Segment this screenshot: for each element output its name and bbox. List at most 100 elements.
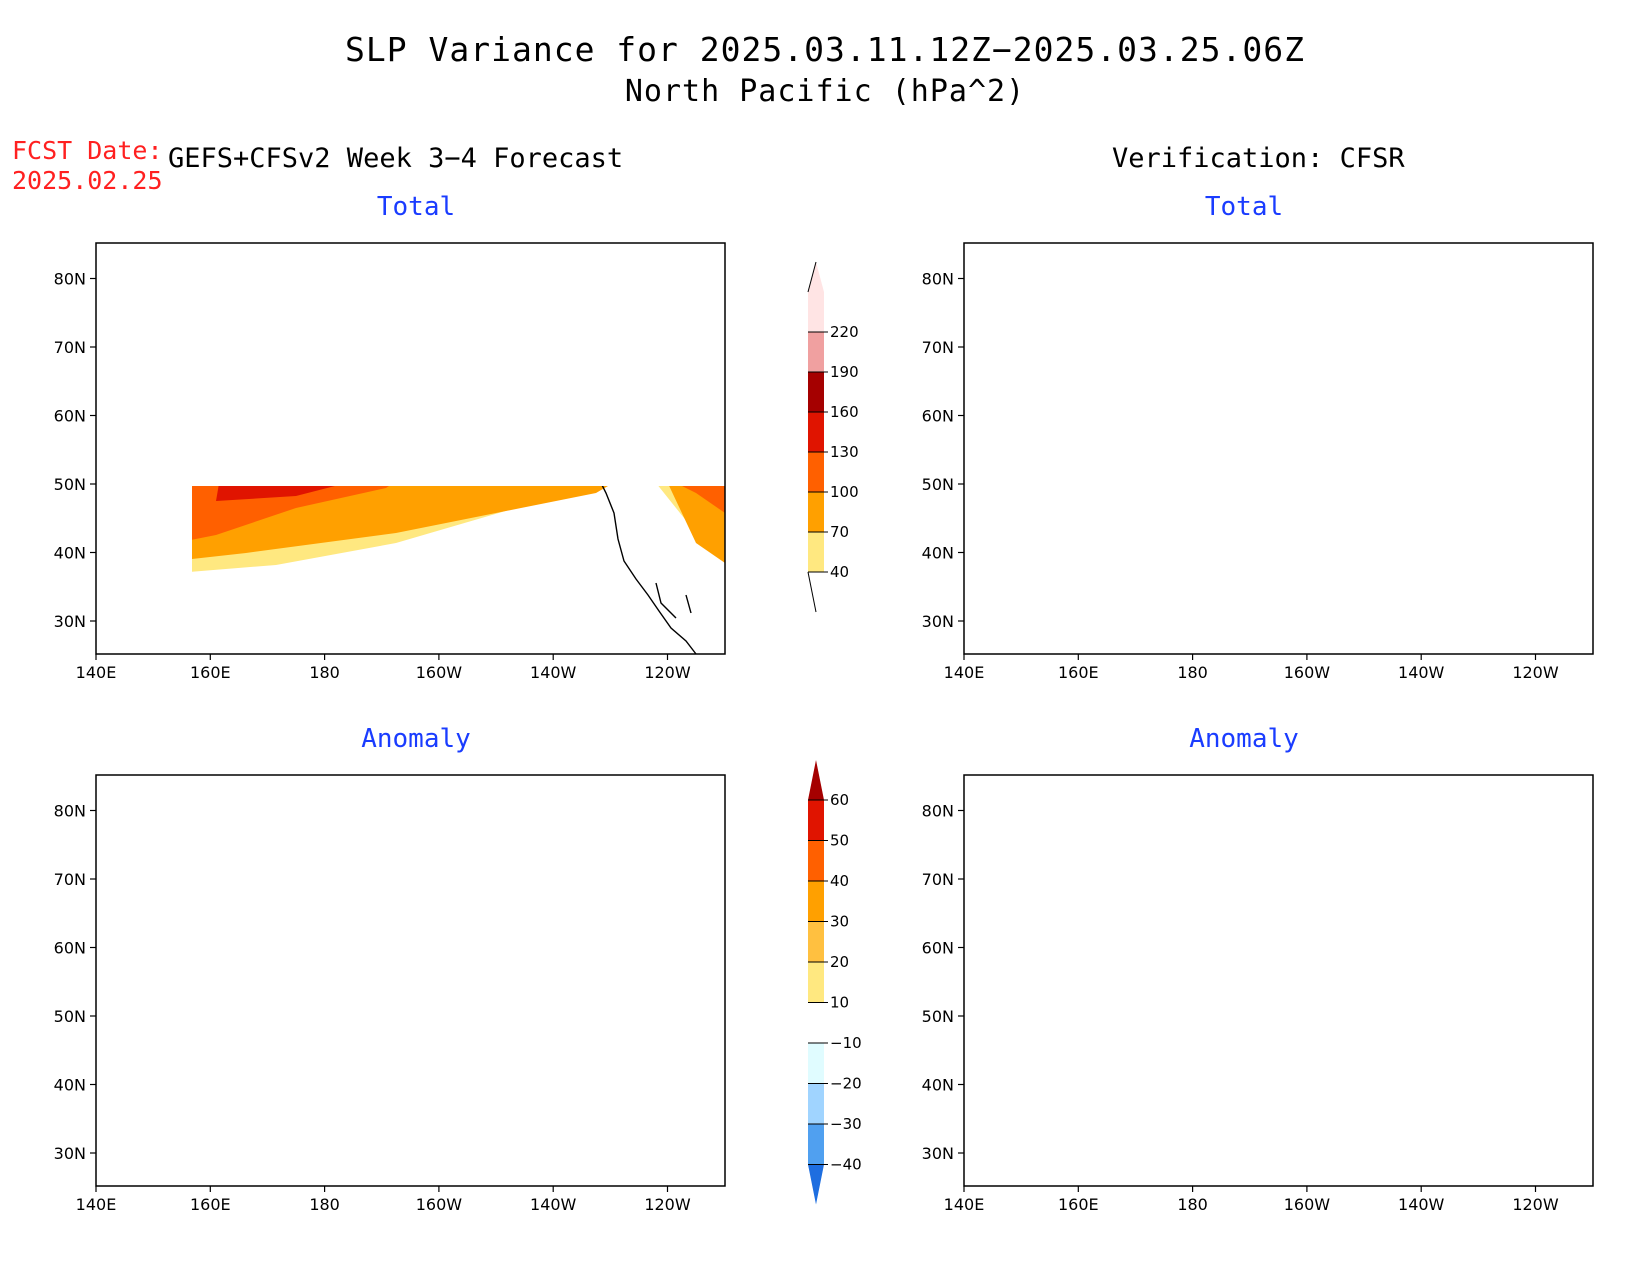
colorbar-label: 60: [830, 791, 849, 809]
lon-tick-label: 120W: [644, 1195, 691, 1214]
verification-anomaly-map: [964, 775, 1593, 1186]
colorbar-bottom-cap: [808, 572, 824, 612]
lon-tick-label: 180: [1177, 1195, 1208, 1214]
lat-tick-label: 50N: [54, 475, 86, 494]
colorbar-segment: [808, 1083, 824, 1124]
colorbar-segment: [808, 292, 824, 332]
colorbar-label: 20: [830, 953, 849, 971]
lat-tick-label: 50N: [922, 475, 954, 494]
lat-tick-label: 30N: [54, 612, 86, 631]
colorbar-segment: [808, 962, 824, 1003]
colorbar-label: −10: [830, 1034, 862, 1052]
colorbar-top-cap-edge: [807, 261, 817, 293]
colorbar-bottom-cap: [808, 1164, 824, 1205]
lon-tick-label: 140W: [530, 1195, 577, 1214]
colorbar-label: 70: [830, 523, 849, 541]
lat-tick-label: 40N: [922, 1076, 954, 1095]
colorbar-label: 40: [830, 872, 849, 890]
lat-tick-label: 80N: [922, 270, 954, 289]
colorbar-segment: [808, 372, 824, 412]
colorbar-label: 10: [830, 994, 849, 1012]
lon-tick-label: 140E: [944, 663, 985, 682]
lon-tick-label: 180: [309, 1195, 340, 1214]
lon-tick-label: 140W: [530, 663, 577, 682]
lon-tick-label: 180: [1177, 663, 1208, 682]
lon-tick-label: 160W: [1284, 1195, 1331, 1214]
lon-tick-label: 160W: [1284, 663, 1331, 682]
forecast-anomaly-map: [96, 775, 725, 1186]
total-colorbar: 40 70 100 130 160 190 220: [807, 261, 859, 613]
colorbar-segment: [808, 532, 824, 572]
forecast-total-title: Total: [376, 192, 456, 222]
colorbar-top-cap: [808, 262, 824, 292]
verification-total-title: Total: [1204, 192, 1284, 222]
lat-tick-label: 60N: [54, 939, 86, 958]
forecast-date-label: FCST Date:: [12, 136, 163, 165]
colorbar-segment: [808, 412, 824, 452]
lat-tick-label: 30N: [922, 612, 954, 631]
colorbar-bottom-cap-edge: [807, 571, 817, 613]
colorbar-label: −20: [830, 1075, 862, 1093]
anomaly-colorbar: 60 50 40 30 20 10 −10 −20 −30 −40: [808, 760, 862, 1205]
forecast-total-map: [192, 486, 726, 655]
colorbar-label: 30: [830, 913, 849, 931]
colorbar-label: 50: [830, 832, 849, 850]
lon-tick-label: 160W: [416, 1195, 463, 1214]
lon-tick-label: 160E: [1058, 1195, 1099, 1214]
lon-tick-label: 160E: [190, 663, 231, 682]
colorbar-segment: [808, 492, 824, 532]
lat-tick-label: 80N: [54, 270, 86, 289]
lat-tick-label: 80N: [922, 802, 954, 821]
lat-tick-label: 70N: [54, 338, 86, 357]
lon-tick-label: 120W: [1512, 1195, 1559, 1214]
lat-tick-label: 40N: [54, 544, 86, 563]
lon-tick-label: 160E: [190, 1195, 231, 1214]
lon-tick-label: 140E: [76, 1195, 117, 1214]
colorbar-label: −30: [830, 1115, 862, 1133]
lon-tick-label: 160W: [416, 663, 463, 682]
lon-tick-label: 140E: [76, 663, 117, 682]
lat-tick-label: 50N: [54, 1007, 86, 1026]
lat-tick-label: 70N: [922, 870, 954, 889]
lon-tick-label: 140W: [1398, 663, 1445, 682]
lat-tick-label: 30N: [922, 1144, 954, 1163]
main-title: SLP Variance for 2025.03.11.12Z−2025.03.…: [345, 30, 1305, 69]
colorbar-segment: [808, 921, 824, 962]
lat-tick-label: 60N: [922, 939, 954, 958]
colorbar-label: 100: [830, 483, 859, 501]
lat-tick-label: 30N: [54, 1144, 86, 1163]
lat-tick-label: 40N: [922, 544, 954, 563]
colorbar-segment: [808, 1043, 824, 1084]
colorbar-label: 130: [830, 443, 859, 461]
colorbar-segment: [808, 840, 824, 881]
lat-tick-label: 50N: [922, 1007, 954, 1026]
lat-tick-label: 80N: [54, 802, 86, 821]
lat-tick-label: 60N: [54, 407, 86, 426]
colorbar-segment: [808, 1124, 824, 1165]
colorbar-segment: [808, 332, 824, 372]
lat-tick-label: 70N: [54, 870, 86, 889]
colorbar-label: −40: [830, 1156, 862, 1174]
colorbar-segment: [808, 452, 824, 492]
colorbar-segment: [808, 800, 824, 841]
main-subtitle: North Pacific (hPa^2): [624, 74, 1026, 109]
colorbar-label: 160: [830, 403, 859, 421]
verification-anomaly-title: Anomaly: [1189, 724, 1299, 754]
colorbar-top-cap: [808, 760, 824, 800]
lon-tick-label: 180: [309, 663, 340, 682]
lon-tick-label: 160E: [1058, 663, 1099, 682]
lat-tick-label: 40N: [54, 1076, 86, 1095]
lat-tick-label: 60N: [922, 407, 954, 426]
verification-header: Verification: CFSR: [1112, 143, 1405, 174]
colorbar-segment: [808, 881, 824, 922]
colorbar-segment: [808, 1002, 824, 1043]
lon-tick-label: 120W: [644, 663, 691, 682]
forecast-header: GEFS+CFSv2 Week 3−4 Forecast: [168, 143, 624, 174]
colorbar-label: 220: [830, 323, 859, 341]
colorbar-label: 40: [830, 563, 849, 581]
verification-total-map: [964, 243, 1593, 654]
forecast-date-block: FCST Date: 2025.02.25: [12, 136, 163, 196]
forecast-date-value: 2025.02.25: [12, 166, 163, 195]
lat-tick-label: 70N: [922, 338, 954, 357]
